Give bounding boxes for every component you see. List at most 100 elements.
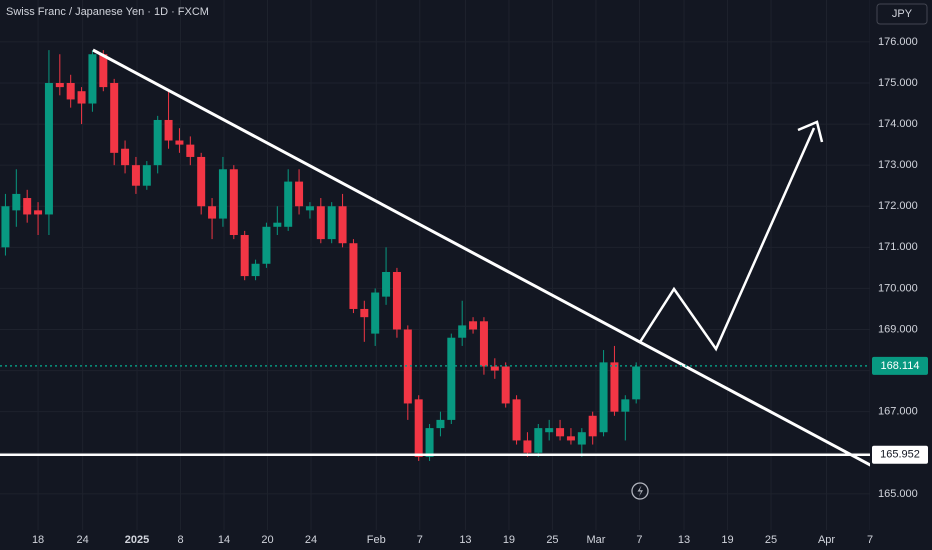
time-axis [0,530,932,550]
x-tick-label: 14 [218,534,230,546]
candle-body [534,428,543,453]
y-tick-label: 165.000 [878,488,918,500]
candle-body [556,428,565,437]
candle-body [458,325,467,338]
y-tick-label: 172.000 [878,200,918,212]
candle-body [121,148,130,166]
candle-body [469,321,478,330]
candle-body [490,366,499,371]
candle-body [34,210,43,215]
x-tick-label: 7 [867,534,873,546]
candle-body [142,165,151,186]
candle-body [523,440,532,453]
x-tick-label: Feb [367,534,386,546]
candle-body [262,226,271,264]
x-tick-label: 19 [503,534,515,546]
candle-body [512,399,521,441]
candle-body [218,169,227,219]
candle-body [1,206,10,248]
candle-body [88,54,97,104]
trendline [92,48,932,500]
x-tick-label: 13 [459,534,471,546]
y-tick-label: 176.000 [878,36,918,48]
candle-body [240,235,249,277]
candle-body [566,436,575,441]
x-tick-label: 25 [765,534,777,546]
x-tick-label: 20 [261,534,273,546]
candle-body [447,337,456,420]
candle-body [208,206,217,219]
candle-body [327,206,336,240]
candle-body [251,263,260,277]
replay-icon[interactable] [631,482,649,500]
last-price-label: 168.114 [881,360,920,372]
candle-body [164,119,173,141]
candle-body [23,198,32,215]
candle-body [153,119,162,166]
y-tick-label: 169.000 [878,323,918,335]
candle-body [382,271,391,297]
x-tick-label: 18 [32,534,44,546]
candle-body [186,144,195,157]
x-tick-label: 25 [546,534,558,546]
currency-button[interactable] [876,3,928,25]
x-tick-label: 24 [305,534,317,546]
x-tick-label: 24 [77,534,89,546]
candle-body [77,91,86,104]
candle-body [316,206,325,240]
candle-body [501,366,510,404]
candle-body [273,222,282,227]
candle-body [588,415,597,437]
y-tick-label: 171.000 [878,241,918,253]
candles [1,50,641,461]
x-tick-label: 7 [417,534,423,546]
candle-body [110,82,119,153]
y-tick-label: 175.000 [878,77,918,89]
candle-body [436,419,445,429]
candle-body [632,366,641,400]
last-price-box [872,356,928,375]
arrow-head [797,120,824,143]
x-tick-label: 2025 [125,534,149,546]
axis-labels: 165.000166.000167.000168.000169.000170.0… [32,36,918,546]
y-tick-label: 173.000 [878,159,918,171]
candle-body [229,169,238,236]
candle-body [44,82,53,215]
candle-body [349,243,358,309]
candle-body [577,432,586,445]
candle-body [610,362,619,412]
x-tick-label: Apr [818,534,835,546]
candle-body [403,329,412,404]
y-tick-label: 174.000 [878,118,918,130]
candle-body [131,165,140,186]
candle-body [55,82,64,88]
candle-body [360,308,369,318]
candle-body [371,292,380,334]
x-tick-label: 8 [177,534,183,546]
levels: 168.114 165.952 [0,356,928,464]
x-tick-label: 13 [678,534,690,546]
support-box [872,445,928,464]
candle-body [621,399,630,412]
currency-label[interactable]: JPY [892,8,913,20]
x-tick-label: Mar [586,534,605,546]
x-tick-label: 7 [636,534,642,546]
candle-body [197,156,206,207]
projection-path [638,127,816,352]
candle-body [414,399,423,457]
candle-body [425,428,434,457]
chart-title: Swiss Franc / Japanese Yen · 1D · FXCM [6,6,209,18]
candle-body [599,362,608,433]
y-tick-label: 170.000 [878,282,918,294]
x-tick-label: 19 [721,534,733,546]
candle-body [392,271,401,330]
candle-body [479,321,488,367]
candle-body [66,82,75,100]
candle-body [175,140,184,145]
candle-body [12,193,21,211]
candle-body [545,428,554,433]
y-tick-label: 167.000 [878,406,918,418]
candle-body [338,206,347,244]
